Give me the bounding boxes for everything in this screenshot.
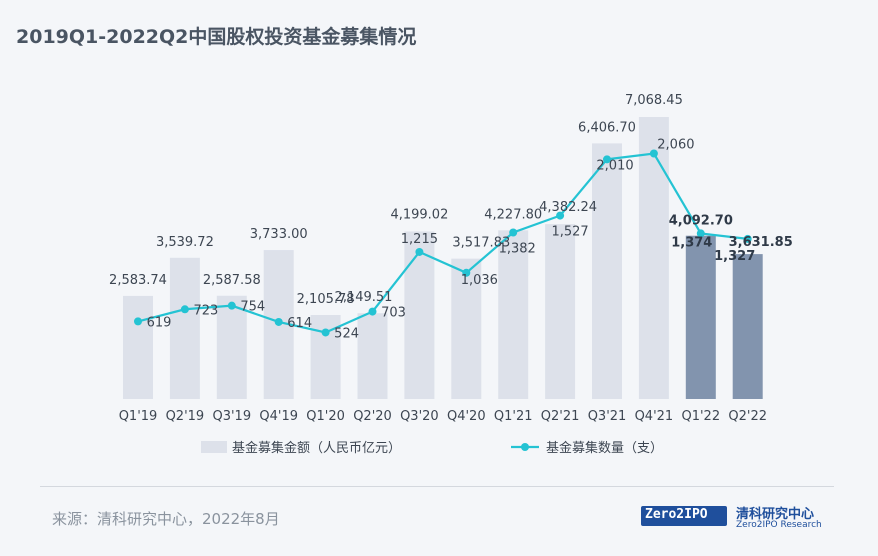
source-note: 来源：清科研究中心，2022年8月: [52, 510, 280, 528]
chart-area: 2,583.74 3,539.72 2,587.58 3,733.00 2,105.78…: [109, 93, 793, 456]
bar-value-label: 2,149.51: [335, 290, 393, 305]
x-tick-label: Q1'20: [306, 409, 345, 424]
line-value-label: 723: [193, 303, 218, 318]
chart-title: 2019Q1-2022Q2中国股权投资基金募集情况: [16, 26, 417, 48]
line-value-label: 2,060: [657, 138, 694, 153]
line-point-Q1'20: [321, 328, 330, 337]
footer-divider: [40, 486, 834, 487]
legend-line-marker: [521, 443, 529, 451]
bar-Q2'21: [545, 224, 576, 399]
legend-bar-label: 基金募集金额（人民币亿元）: [232, 440, 401, 456]
bar-value-label: 4,382.24: [539, 200, 597, 215]
line-point-Q3'20: [415, 247, 424, 256]
line-point-Q4'19: [274, 317, 283, 326]
bar-value-label: 2,105.78: [297, 292, 355, 307]
bar-Q3'19: [216, 295, 247, 399]
x-tick-label: Q1'19: [119, 409, 158, 424]
count-line: [137, 152, 748, 334]
line-value-label: 1,036: [461, 273, 498, 288]
line-value-label: 754: [240, 300, 265, 315]
bar-value-label: 4,092.70: [669, 214, 733, 229]
bar-value-label: 2,583.74: [109, 273, 167, 288]
bar-value-label: 6,406.70: [578, 120, 636, 135]
legend-bar-swatch: [201, 441, 227, 453]
line-value-label: 1,374: [671, 235, 712, 250]
bar-value-label: 3,539.72: [156, 235, 214, 250]
line-value-label: 524: [334, 326, 359, 341]
zero2ipo-logo: Zero2IPO: [641, 506, 727, 526]
line-point-Q2'22: [743, 234, 752, 243]
bar-Q3'20: [404, 231, 435, 399]
bar-Q4'21: [638, 117, 669, 399]
line-point-Q2'21: [556, 211, 565, 220]
line-point-Q2'19: [180, 305, 189, 314]
x-tick-label: Q2'22: [728, 409, 767, 424]
legend-line-label: 基金募集数量（支）: [546, 440, 663, 456]
line-value-label: 1,382: [499, 241, 536, 256]
x-tick-label: Q3'19: [212, 409, 251, 424]
bar-value-label: 2,587.58: [203, 273, 261, 288]
line-value-label: 614: [287, 316, 312, 331]
x-tick-label: Q4'20: [447, 409, 486, 424]
x-tick-label: Q2'21: [541, 409, 580, 424]
bar-Q2'20: [357, 313, 388, 399]
bar-value-label: 4,199.02: [390, 207, 448, 222]
line-value-label: 703: [381, 306, 406, 321]
line-value-label: 2,010: [596, 158, 633, 173]
line-point-Q1'22: [696, 229, 705, 238]
logo-name-cn: 清科研究中心: [736, 507, 815, 522]
line-point-Q2'20: [368, 307, 377, 316]
line-point-Q4'21: [649, 149, 658, 158]
x-tick-label: Q1'21: [494, 409, 533, 424]
line-point-Q3'19: [227, 301, 236, 310]
logo-name-en: Zero2IPO Research: [736, 520, 822, 530]
bar-Q2'19: [169, 257, 200, 399]
x-tick-label: Q3'21: [588, 409, 627, 424]
line-value-label: 1,215: [401, 232, 438, 247]
line-value-label: 1,527: [551, 225, 588, 240]
bar-Q2'22: [732, 254, 763, 399]
bar-Q1'22: [685, 235, 716, 399]
x-tick-label: Q1'22: [681, 409, 720, 424]
bar-value-label: 3,733.00: [250, 227, 308, 242]
line-value-label: 619: [147, 315, 172, 330]
bar-Q1'19: [123, 295, 153, 399]
line-point-Q3'21: [603, 155, 611, 164]
bar-value-label: 4,227.80: [484, 207, 542, 222]
bar-value-label: 3,517.83: [452, 236, 510, 251]
x-tick-label: Q4'19: [259, 409, 298, 424]
line-point-Q4'20: [462, 268, 471, 277]
line-value-label: 1,327: [714, 249, 755, 264]
x-tick-label: Q4'21: [635, 409, 674, 424]
x-tick-label: Q3'20: [400, 409, 439, 424]
x-tick-label: Q2'20: [353, 409, 392, 424]
bar-Q4'20: [451, 258, 482, 399]
logo-mark: Zero2IPO: [645, 507, 708, 522]
bar-Q3'21: [592, 143, 622, 399]
bar-value-label: 3,631.85: [729, 235, 793, 250]
x-tick-label: Q2'19: [166, 409, 205, 424]
line-point-Q1'19: [134, 317, 142, 326]
bar-Q1'21: [498, 230, 529, 399]
line-point-Q1'21: [509, 228, 518, 237]
bar-value-label: 7,068.45: [625, 93, 683, 108]
